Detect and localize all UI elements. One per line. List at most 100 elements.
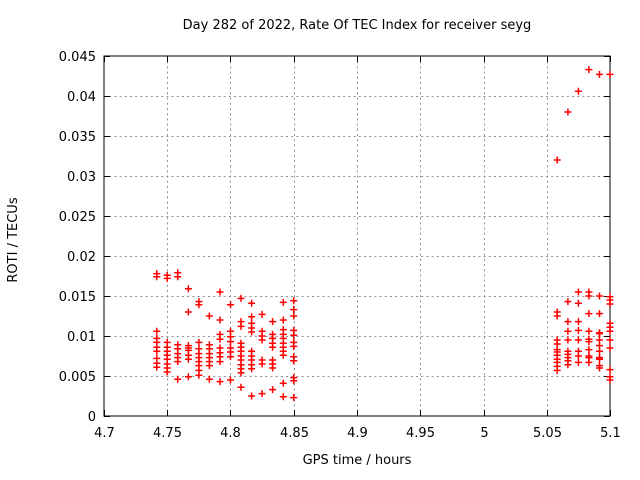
data-point-marker (564, 361, 572, 369)
data-point-marker (290, 306, 298, 314)
data-point-marker (279, 298, 287, 306)
data-point-marker (248, 392, 256, 400)
x-tick-label: 4.9 (347, 426, 368, 441)
data-point-marker (574, 358, 582, 366)
data-point-marker (574, 288, 582, 296)
data-point-marker (195, 338, 203, 346)
data-point-marker (574, 352, 582, 360)
x-tick-label: 4.7 (94, 426, 115, 441)
data-point-marker (585, 310, 593, 318)
data-point-marker (596, 330, 603, 338)
data-point-marker (258, 390, 266, 398)
data-point-marker (174, 273, 182, 281)
data-point-marker (606, 70, 614, 78)
x-tick-label: 4.95 (406, 426, 435, 441)
data-point-marker (216, 378, 224, 386)
data-point-marker (153, 347, 161, 355)
data-point-marker (227, 338, 234, 346)
data-point-marker (248, 365, 256, 373)
data-point-marker (585, 327, 593, 335)
data-point-marker (564, 108, 572, 116)
data-point-marker (153, 273, 161, 281)
data-point-marker (574, 299, 582, 307)
x-tick-label: 5.1 (600, 426, 621, 441)
data-point-marker (585, 338, 593, 346)
data-point-marker (290, 394, 298, 402)
data-point-marker (564, 298, 572, 306)
data-point-marker (574, 336, 582, 344)
data-point-marker (574, 318, 582, 326)
data-point-marker (237, 383, 245, 391)
x-tick-label: 5.05 (533, 426, 562, 441)
data-point-marker (205, 312, 213, 320)
data-point-marker (290, 331, 298, 339)
data-point-marker (585, 346, 593, 354)
y-tick-label: 0.01 (67, 330, 96, 345)
data-point-marker (248, 299, 256, 307)
data-point-marker (279, 316, 287, 324)
data-point-marker (596, 70, 603, 78)
data-point-marker (606, 336, 614, 344)
y-tick-label: 0.005 (59, 370, 96, 385)
chart-title: Day 282 of 2022, Rate Of TEC Index for r… (183, 18, 532, 33)
data-point-marker (596, 364, 603, 372)
data-point-marker (279, 351, 287, 359)
data-point-marker (269, 343, 277, 351)
data-point-marker (606, 300, 614, 308)
x-axis-label: GPS time / hours (303, 453, 412, 468)
data-point-marker (564, 318, 572, 326)
data-point-marker (606, 376, 614, 384)
data-point-marker (227, 376, 234, 384)
data-point-marker (258, 360, 266, 368)
x-tick-label: 4.85 (280, 426, 309, 441)
data-point-marker (596, 310, 603, 318)
data-point-marker (248, 313, 256, 321)
data-point-marker (269, 364, 277, 372)
data-point-marker (290, 357, 298, 365)
data-point-marker (216, 335, 224, 343)
data-point-marker (564, 327, 572, 335)
data-point-marker (606, 344, 614, 352)
y-tick-label: 0.015 (59, 290, 96, 305)
data-point-marker (290, 342, 298, 350)
data-point-marker (585, 66, 593, 74)
data-point-marker (585, 292, 593, 300)
data-point-marker (184, 355, 192, 363)
axis-tick-labels: 4.7 4.75 4.8 4.85 4.9 4.95 5 5.05 5.1 0 0.005 0.01 0… (59, 50, 621, 441)
data-point-marker (153, 327, 161, 335)
data-point-marker (174, 358, 182, 366)
data-point-marker (279, 379, 287, 387)
x-tick-label: 4.8 (220, 426, 241, 441)
y-tick-label: 0.045 (59, 50, 96, 65)
y-axis-label: ROTI / TECUs (6, 197, 21, 282)
data-point-marker (163, 368, 171, 376)
data-point-marker (163, 274, 171, 282)
data-point-marker (205, 362, 213, 370)
data-point-marker (195, 371, 203, 379)
data-point-marker (258, 310, 266, 318)
data-point-marker (574, 326, 582, 334)
data-point-marker (174, 375, 182, 383)
data-point-marker (290, 377, 298, 385)
data-point-marker (290, 312, 298, 320)
data-point-marker (216, 358, 224, 366)
data-point-marker (290, 297, 298, 305)
data-point-marker (574, 87, 582, 95)
data-point-marker (216, 288, 224, 296)
y-tick-label: 0.025 (59, 210, 96, 225)
y-tick-label: 0.02 (67, 250, 96, 265)
data-point-marker (596, 347, 603, 355)
data-point-marker (237, 322, 245, 330)
data-point-marker (227, 353, 234, 361)
data-point-marker (553, 366, 561, 374)
data-points (153, 66, 614, 402)
axis-ticks (104, 56, 611, 417)
data-point-marker (184, 285, 192, 293)
data-point-marker (279, 393, 287, 401)
y-tick-label: 0.035 (59, 130, 96, 145)
data-point-marker (184, 308, 192, 316)
y-tick-label: 0.04 (67, 90, 96, 105)
y-tick-label: 0.03 (67, 170, 96, 185)
